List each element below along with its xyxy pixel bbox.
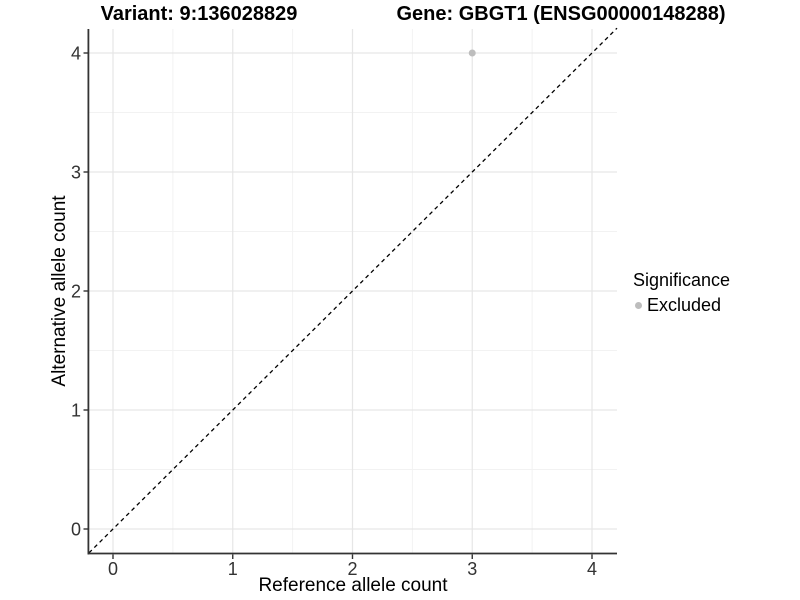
y-tick-label: 3 bbox=[71, 163, 81, 183]
y-tick-label: 2 bbox=[71, 282, 81, 302]
y-tick-label: 0 bbox=[71, 520, 81, 540]
legend-item-excluded: Excluded bbox=[633, 295, 730, 316]
gene-title: Gene: GBGT1 (ENSG00000148288) bbox=[396, 3, 726, 25]
excluded-point-icon bbox=[635, 302, 642, 309]
x-axis-title: Reference allele count bbox=[258, 575, 448, 596]
data-point bbox=[468, 49, 476, 57]
x-tick-label: 0 bbox=[108, 559, 118, 579]
x-tick-label: 4 bbox=[587, 559, 597, 579]
legend-title: Significance bbox=[633, 270, 731, 290]
x-tick-label: 1 bbox=[228, 559, 238, 579]
variant-title: Variant: 9:136028829 bbox=[100, 3, 298, 25]
legend-item-label: Excluded bbox=[647, 295, 722, 315]
x-tick-label: 2 bbox=[347, 559, 357, 579]
legend: Significance Excluded bbox=[633, 270, 730, 316]
x-tick-label: 3 bbox=[467, 559, 477, 579]
y-axis-title: Alternative allele count bbox=[49, 195, 70, 387]
y-tick-label: 1 bbox=[71, 401, 81, 421]
y-tick-label: 4 bbox=[71, 44, 81, 64]
